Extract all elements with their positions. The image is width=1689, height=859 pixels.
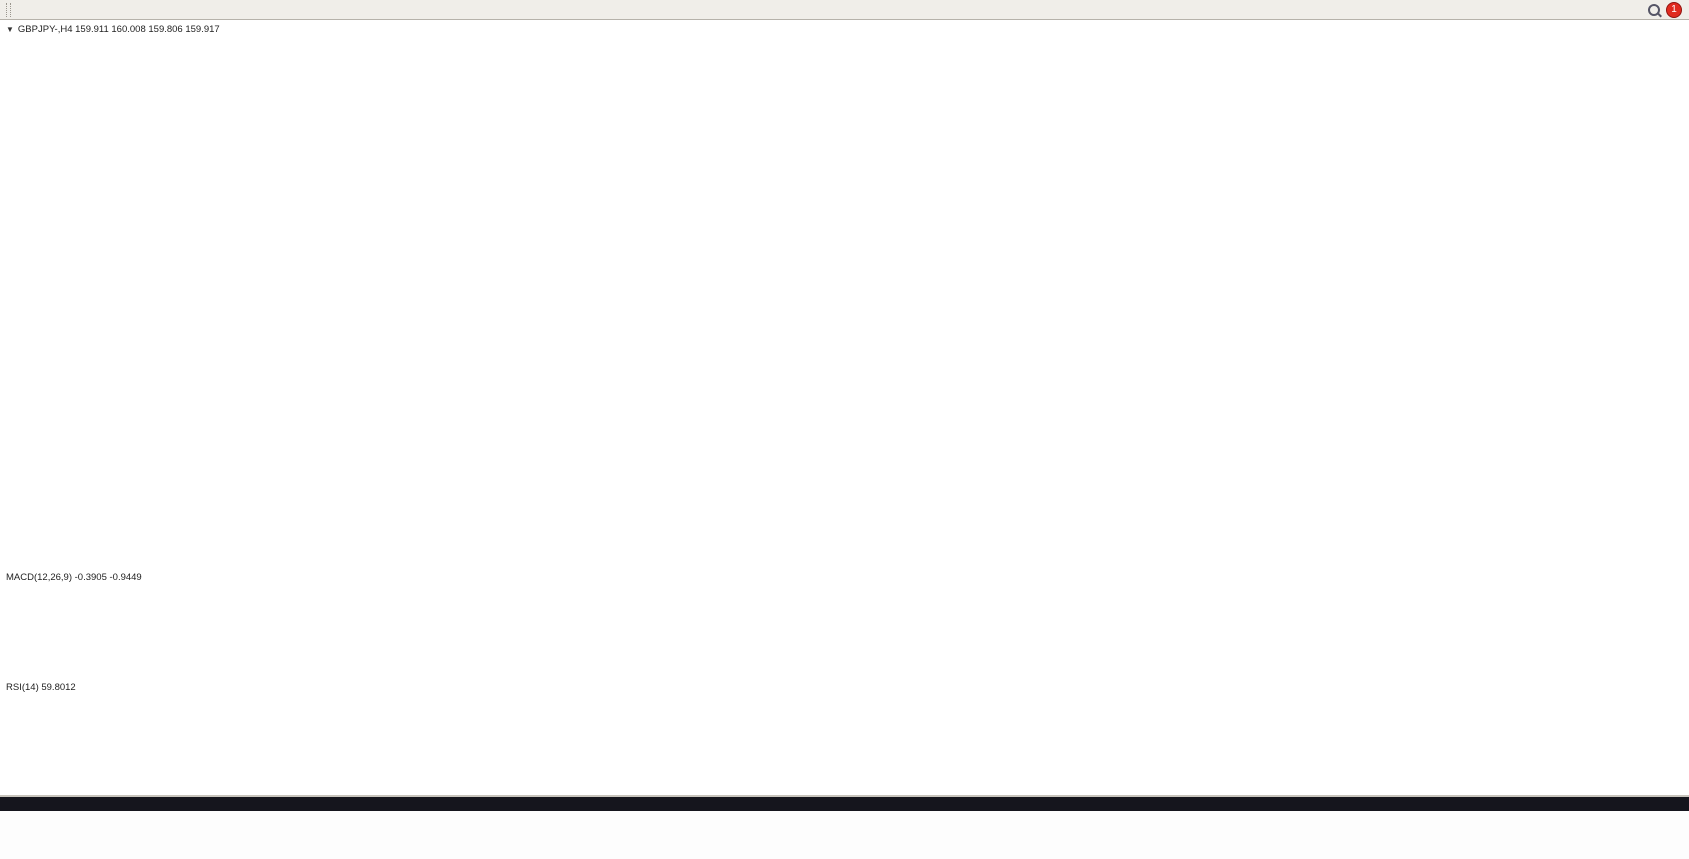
toolbar-grip[interactable] [6, 2, 11, 17]
toolbar-right: 1 [1648, 1, 1686, 18]
toolbar: 1 [0, 0, 1689, 20]
chart-area: ▼ GBPJPY-,H4 159.911 160.008 159.806 159… [0, 20, 1689, 795]
bottom-margin [0, 811, 1689, 859]
bottom-bar [0, 797, 1689, 811]
price-chart-canvas[interactable] [0, 20, 1689, 795]
notification-badge[interactable]: 1 [1666, 1, 1682, 18]
search-icon[interactable] [1648, 3, 1660, 16]
bottom-separator [0, 795, 1689, 797]
